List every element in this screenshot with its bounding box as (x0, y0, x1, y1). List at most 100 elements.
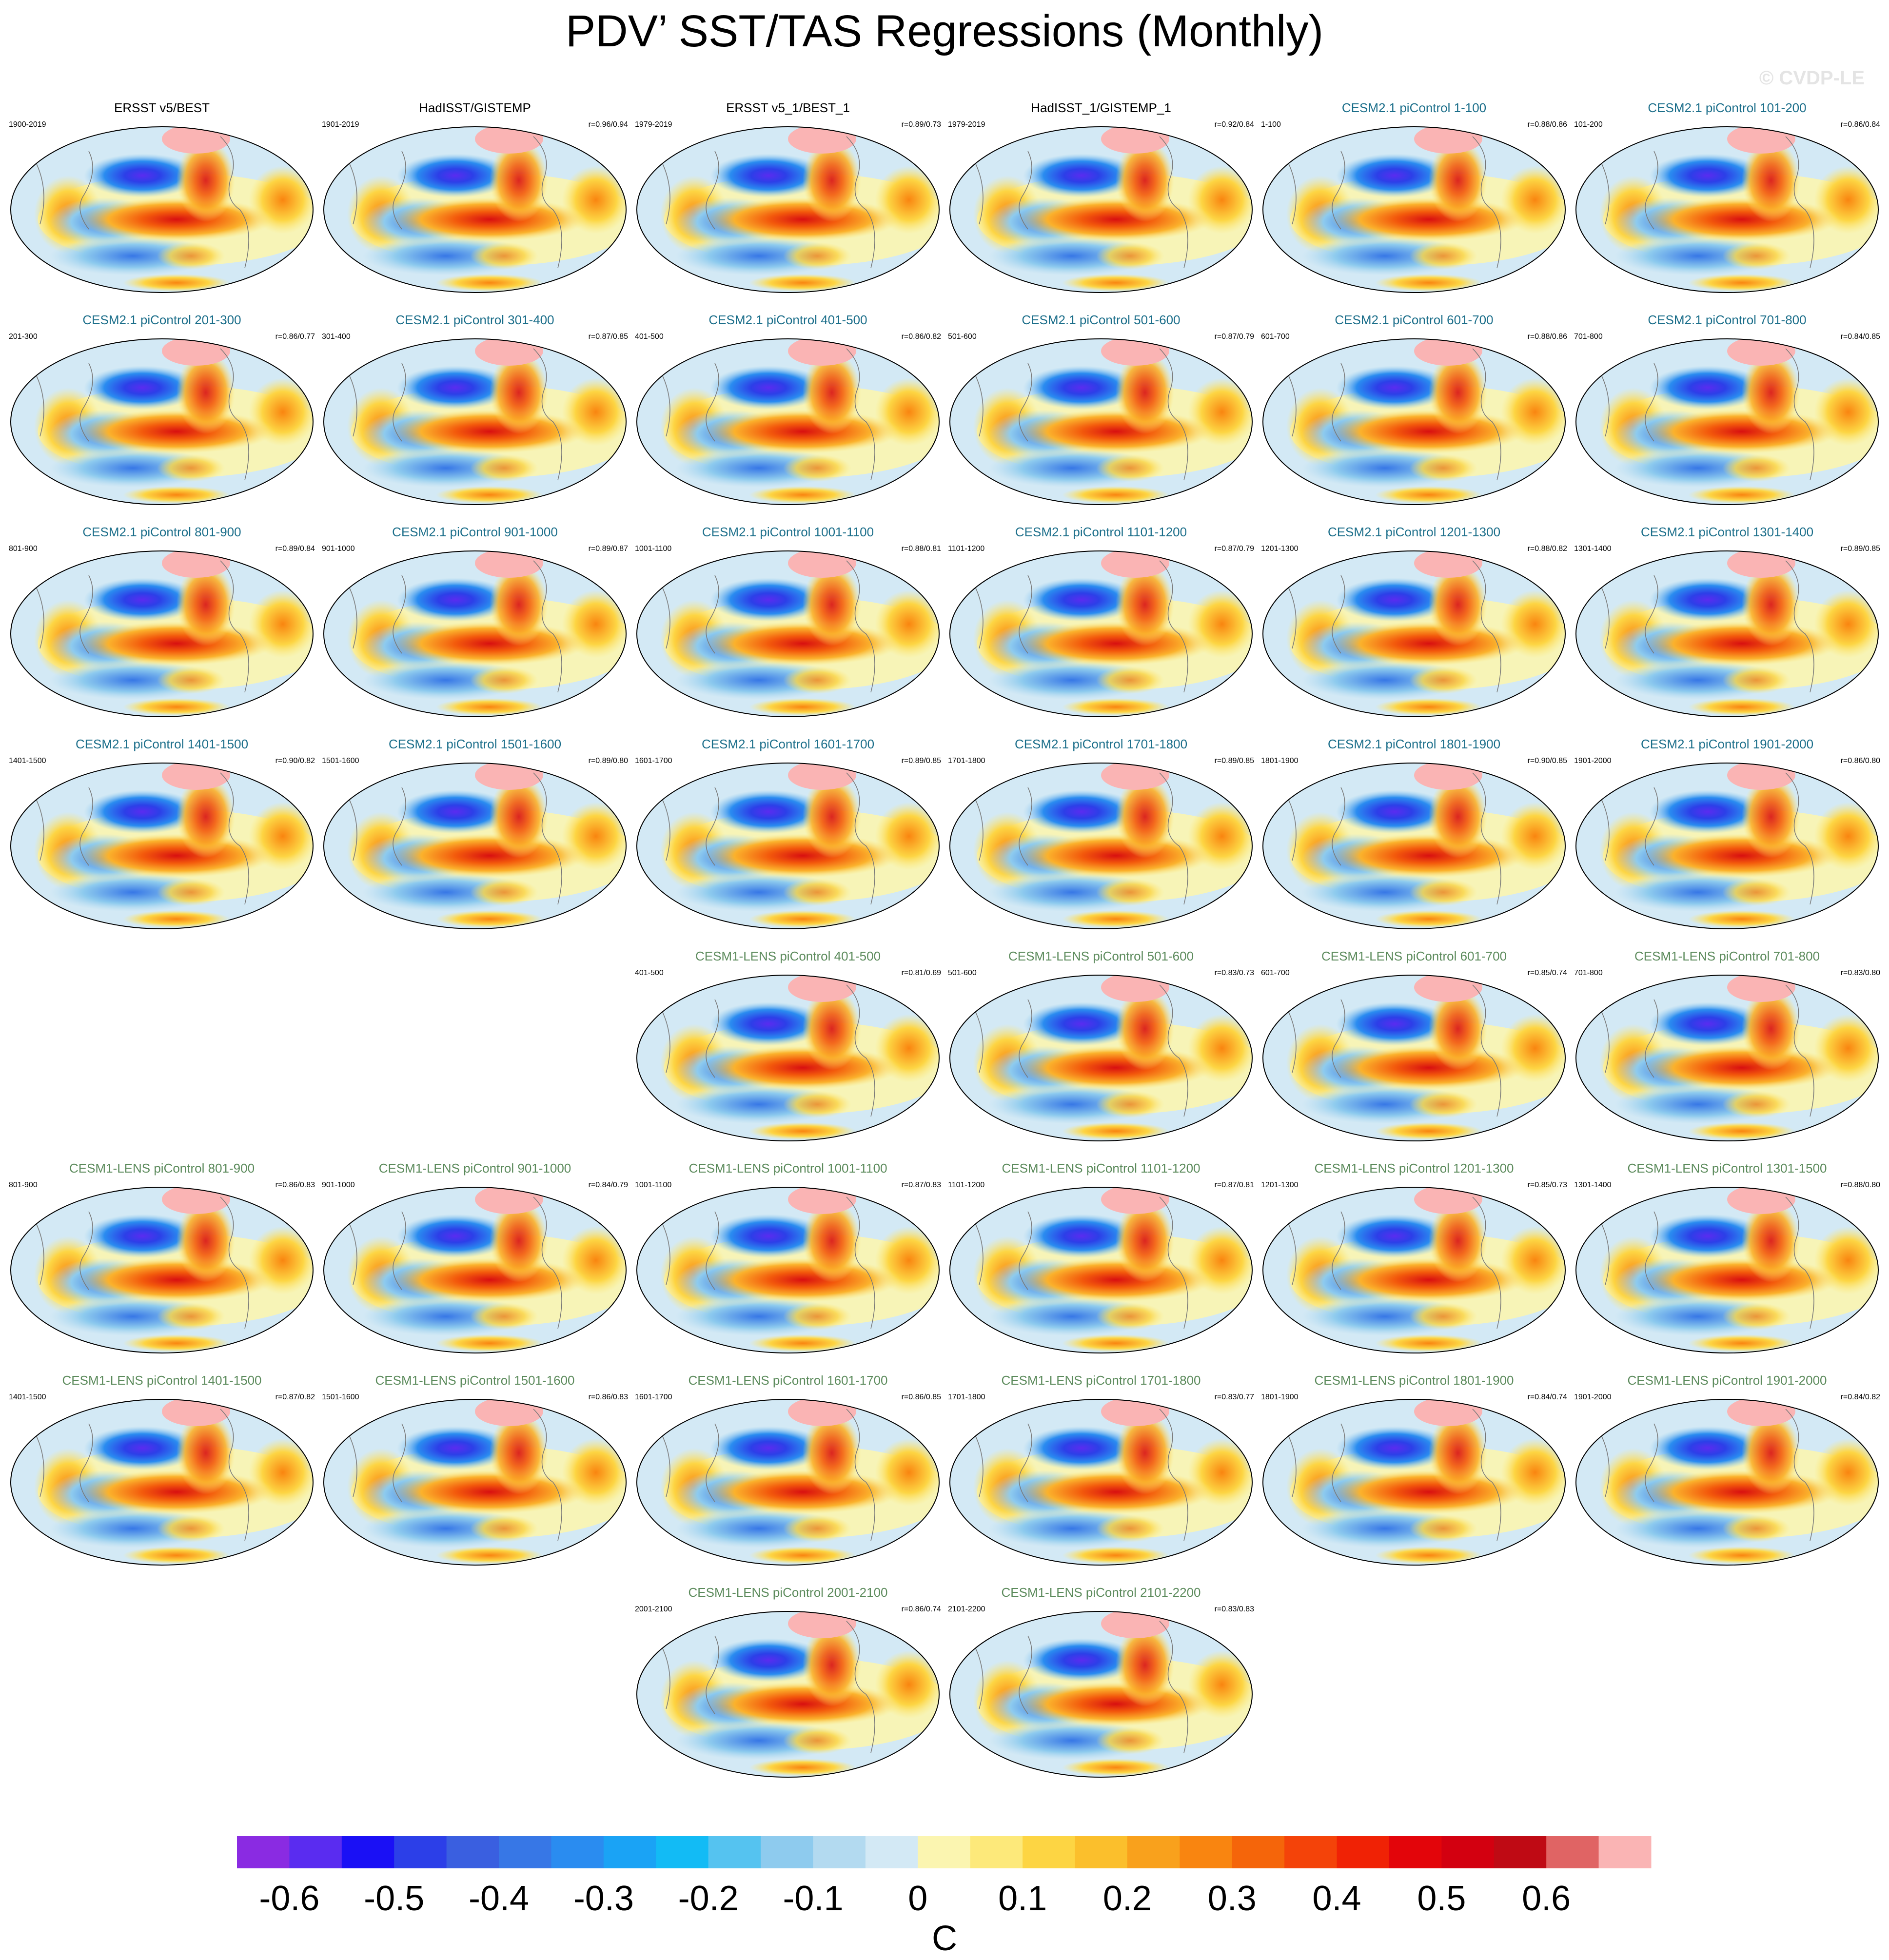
panel-period: 1201-1300 (1261, 1181, 1299, 1189)
panel-correlation: r=0.87/0.79 (1215, 545, 1255, 553)
panel-title: CESM1-LENS piControl 901-1000 (379, 1161, 571, 1176)
colorbar-tick-label: 0.4 (1313, 1879, 1361, 1918)
map-field (1263, 551, 1565, 717)
map-field (637, 1611, 939, 1777)
colorbar-level (499, 1836, 551, 1868)
map-panel: CESM2.1 piControl 901-1000 901-1000 r=0.89… (322, 525, 628, 717)
panel-correlation: r=0.89/0.84 (275, 545, 315, 553)
map-field (11, 1399, 313, 1565)
map-panel: CESM2.1 piControl 801-900 801-900 r=0.89/0… (9, 525, 315, 717)
map-field (1263, 1187, 1565, 1353)
panel-correlation: r=0.89/0.85 (1215, 757, 1255, 765)
panel-period: 901-1000 (322, 545, 355, 553)
colorbar-tick-label: -0.5 (364, 1879, 424, 1918)
colorbar-level (1232, 1836, 1285, 1868)
map-panel: CESM2.1 piControl 101-200 101-200 r=0.86/0… (1574, 100, 1880, 293)
panel-title: CESM1-LENS piControl 1701-1800 (1002, 1373, 1201, 1388)
colorbar-tick-label: 0 (908, 1879, 927, 1918)
map-field (637, 551, 939, 717)
colorbar-level (289, 1836, 342, 1868)
panel-title: CESM1-LENS piControl 1601-1700 (689, 1373, 888, 1388)
panel-correlation: r=0.84/0.82 (1841, 1393, 1881, 1401)
colorbar-tick-label: 0.2 (1103, 1879, 1152, 1918)
map-panel: CESM2.1 piControl 1601-1700 1601-1700 r=0.… (635, 737, 941, 929)
map-panel: ERSST v5/BEST 1900-2019 (9, 100, 314, 293)
panel-title: CESM2.1 piControl 101-200 (1648, 100, 1806, 115)
colorbar-tick-label: 0.5 (1417, 1879, 1466, 1918)
map-panel: CESM1-LENS piControl 1301-1500 1301-1400 r… (1574, 1161, 1880, 1353)
colorbar-level (394, 1836, 447, 1868)
map-panel: CESM1-LENS piControl 401-500 401-500 r=0.8… (635, 949, 941, 1141)
panel-period: 1001-1100 (635, 545, 671, 553)
colorbar-level (1337, 1836, 1390, 1868)
map-field (637, 1187, 939, 1353)
map-field (324, 1399, 626, 1565)
map-panel: CESM2.1 piControl 601-700 601-700 r=0.88/0… (1261, 313, 1567, 505)
map-panel: CESM2.1 piControl 1-100 1-100 r=0.88/0.86 (1261, 100, 1567, 293)
map-panel: CESM2.1 piControl 501-600 501-600 r=0.87/0… (948, 313, 1255, 505)
panel-correlation: r=0.90/0.82 (275, 757, 315, 765)
panel-title: CESM2.1 piControl 1301-1400 (1641, 525, 1813, 539)
panel-period: 501-600 (948, 969, 977, 977)
panel-correlation: r=0.86/0.74 (902, 1605, 942, 1613)
panel-period: 601-700 (1261, 969, 1290, 977)
panel-title: CESM2.1 piControl 201-300 (82, 313, 241, 327)
panel-correlation: r=0.83/0.80 (1841, 969, 1881, 977)
map-panel: ERSST v5_1/BEST_1 1979-2019 r=0.89/0.73 (635, 100, 941, 293)
colorbar-tick-label: 0.3 (1208, 1879, 1257, 1918)
panel-period: 1900-2019 (9, 120, 46, 129)
map-field (1576, 975, 1878, 1141)
page-title: PDV’ SST/TAS Regressions (Monthly) (565, 6, 1324, 56)
colorbar-level (1494, 1836, 1547, 1868)
colorbar-level (1023, 1836, 1076, 1868)
colorbar-level (237, 1836, 290, 1868)
colorbar-tick-label: -0.2 (678, 1879, 739, 1918)
map-field (1263, 127, 1565, 293)
panel-period: 701-800 (1574, 333, 1603, 341)
map-panel: CESM2.1 piControl 1301-1400 1301-1400 r=0.… (1574, 525, 1881, 717)
panel-title: CESM2.1 piControl 1801-1900 (1328, 737, 1500, 751)
colorbar-tick-label: -0.6 (259, 1879, 319, 1918)
panel-title: CESM2.1 piControl 501-600 (1022, 313, 1180, 327)
map-panel: CESM1-LENS piControl 2001-2100 2001-2100 r… (635, 1585, 942, 1778)
panel-correlation: r=0.87/0.85 (589, 333, 629, 341)
map-panel: CESM1-LENS piControl 1201-1300 1201-1300 r… (1261, 1161, 1567, 1353)
panel-title: CESM2.1 piControl 1001-1100 (702, 525, 874, 539)
panel-correlation: r=0.87/0.83 (902, 1181, 942, 1189)
panel-correlation: r=0.89/0.85 (1841, 545, 1881, 553)
colorbar-level (970, 1836, 1023, 1868)
map-panel: CESM1-LENS piControl 1401-1500 1401-1500 r… (9, 1373, 315, 1566)
panel-title: CESM1-LENS piControl 1501-1600 (375, 1373, 575, 1388)
map-panel: CESM2.1 piControl 1001-1100 1001-1100 r=0.… (635, 525, 941, 717)
panel-period: 801-900 (9, 1181, 38, 1189)
panel-period: 1101-1200 (948, 1181, 984, 1189)
panel-period: 1901-2019 (322, 120, 359, 129)
colorbar-level (865, 1836, 918, 1868)
panel-title: CESM2.1 piControl 901-1000 (392, 525, 558, 539)
colorbar-level (813, 1836, 866, 1868)
panel-correlation: r=0.87/0.81 (1215, 1181, 1255, 1189)
panel-correlation: r=0.87/0.79 (1215, 333, 1255, 341)
map-field (950, 339, 1252, 505)
map-panel: CESM2.1 piControl 1701-1800 1701-1800 r=0.… (948, 737, 1255, 929)
colorbar-level (341, 1836, 394, 1868)
colorbar-level (1598, 1836, 1652, 1868)
panel-period: 1501-1600 (322, 1393, 359, 1401)
map-panel: CESM1-LENS piControl 1501-1600 1501-1600 r… (322, 1373, 628, 1566)
map-field (950, 1611, 1252, 1777)
panel-period: 801-900 (9, 545, 38, 553)
panel-correlation: r=0.83/0.83 (1215, 1605, 1255, 1613)
panel-title: CESM2.1 piControl 301-400 (395, 313, 554, 327)
map-field (11, 339, 313, 505)
map-field (950, 551, 1252, 717)
panel-period: 1979-2019 (635, 120, 672, 129)
panel-correlation: r=0.86/0.83 (275, 1181, 315, 1189)
panel-correlation: r=0.88/0.82 (1528, 545, 1568, 553)
map-field (11, 551, 313, 717)
map-panel: CESM1-LENS piControl 1801-1900 1801-1900 r… (1261, 1373, 1567, 1566)
map-panel: HadISST_1/GISTEMP_1 1979-2019 r=0.92/0.84 (948, 100, 1254, 293)
panel-title: CESM2.1 piControl 1601-1700 (702, 737, 874, 751)
panel-period: 1701-1800 (948, 1393, 985, 1401)
panel-title: CESM1-LENS piControl 601-700 (1321, 949, 1507, 963)
map-panel: CESM1-LENS piControl 801-900 801-900 r=0.8… (9, 1161, 315, 1353)
